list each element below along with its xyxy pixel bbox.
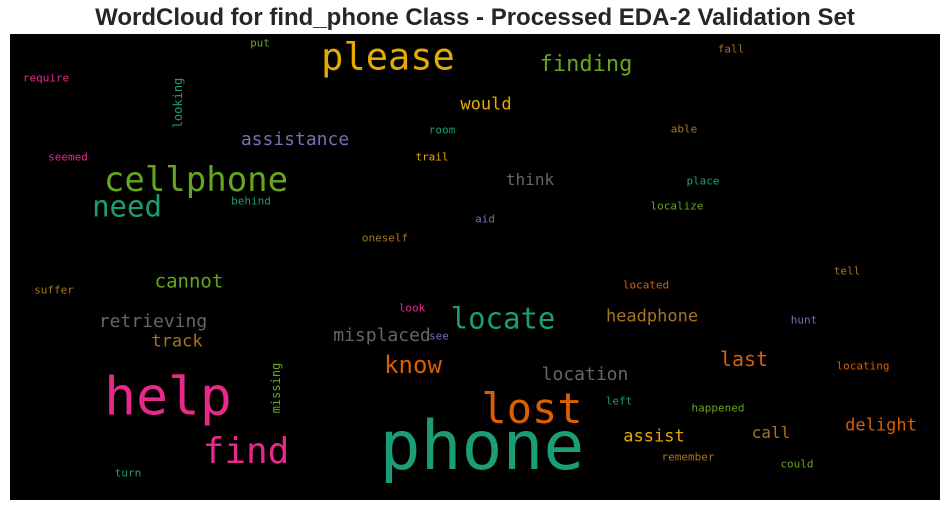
word-see: see: [429, 329, 449, 343]
word-suffer: suffer: [34, 283, 74, 297]
word-think: think: [505, 170, 555, 189]
word-left: left: [605, 394, 633, 408]
word-fall: fall: [717, 42, 745, 56]
word-located: located: [622, 278, 670, 292]
chart-title: WordCloud for find_phone Class - Process…: [95, 4, 855, 31]
word-cellphone: cellphone: [103, 160, 289, 200]
word-need: need: [92, 189, 162, 224]
word-locate: locate: [450, 301, 556, 336]
word-know: know: [384, 351, 442, 379]
word-please: please: [321, 35, 455, 79]
word-finding: finding: [539, 52, 633, 77]
word-require: require: [22, 71, 70, 85]
word-tell: tell: [833, 264, 861, 278]
word-cannot: cannot: [154, 270, 224, 293]
word-track: track: [151, 331, 203, 352]
word-room: room: [428, 123, 456, 137]
word-headphone: headphone: [605, 306, 699, 327]
word-call: call: [751, 423, 791, 442]
word-trail: trail: [415, 150, 449, 164]
word-retrieving: retrieving: [98, 311, 208, 332]
word-assist: assist: [623, 426, 685, 447]
word-put: put: [250, 36, 270, 50]
word-missing: missing: [269, 362, 283, 414]
word-hunt: hunt: [790, 313, 818, 327]
word-phone: phone: [379, 407, 585, 486]
word-able: able: [670, 122, 698, 136]
word-seemed: seemed: [48, 150, 88, 164]
word-behind: behind: [231, 194, 271, 208]
word-help: help: [104, 366, 232, 428]
word-look: look: [398, 301, 426, 315]
word-would: would: [460, 94, 512, 115]
wordcloud-canvas: phone help lost please find cellphone locate ne…: [10, 34, 940, 500]
word-locating: locating: [836, 359, 890, 373]
word-oneself: oneself: [361, 231, 409, 245]
word-happened: happened: [691, 401, 745, 415]
word-lost: lost: [481, 384, 583, 433]
word-last: last: [719, 347, 769, 371]
word-localize: localize: [650, 199, 704, 213]
word-remember: remember: [661, 450, 715, 464]
word-assistance: assistance: [240, 129, 350, 150]
word-looking: looking: [171, 77, 185, 129]
word-could: could: [780, 457, 814, 471]
word-misplaced: misplaced: [333, 325, 431, 346]
word-place: place: [686, 174, 720, 188]
word-turn: turn: [114, 466, 142, 480]
word-location: location: [541, 364, 629, 385]
word-delight: delight: [845, 415, 917, 436]
word-find: find: [202, 431, 290, 472]
word-aid: aid: [475, 212, 495, 226]
